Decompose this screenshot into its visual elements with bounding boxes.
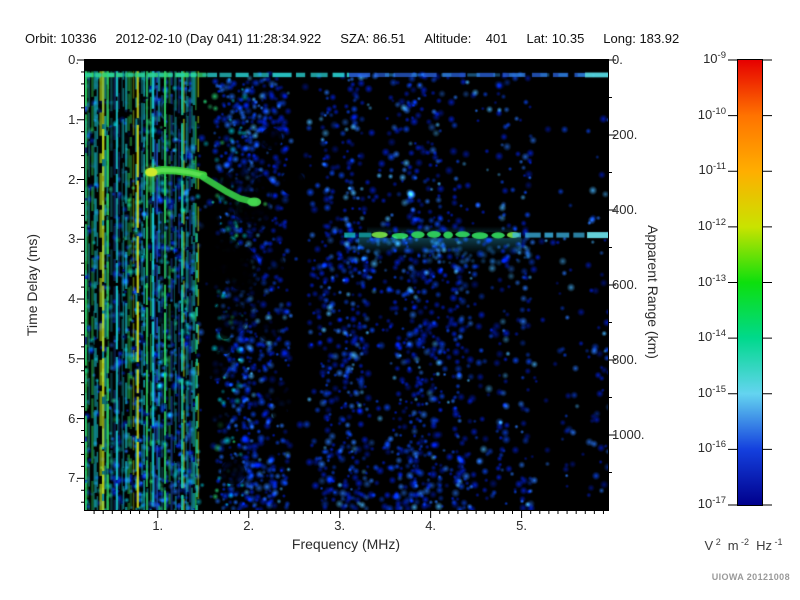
colorbar-tick-label: 10-13 bbox=[697, 272, 726, 289]
colorbar-tick-label: 10-10 bbox=[697, 105, 726, 122]
colorbar-tick-label: 10-12 bbox=[697, 216, 726, 233]
y2-axis-label: Apparent Range (km) bbox=[645, 225, 661, 359]
y2-tick-label: 200. bbox=[612, 127, 638, 142]
y2-tick-label: 1000. bbox=[612, 427, 645, 442]
colorbar-tick-label: 10-17 bbox=[697, 495, 726, 511]
x-tick-label: 1. bbox=[152, 518, 164, 533]
credit-text: UIOWA 20121008 bbox=[711, 572, 790, 582]
y2-tick-label: 400. bbox=[612, 202, 638, 217]
header-datetime: 2012-02-10 (Day 041) 11:28:34.922 bbox=[115, 31, 322, 46]
y-tick-label: 2. bbox=[68, 171, 79, 187]
y-tick-label: 6. bbox=[68, 410, 79, 426]
header-info: Orbit: 10336 2012-02-10 (Day 041) 11:28:… bbox=[25, 31, 795, 46]
y-tick-label: 1. bbox=[68, 111, 79, 127]
x-tick-label: 3. bbox=[334, 518, 346, 533]
colorbar bbox=[737, 59, 763, 506]
header-sza: SZA: 86.51 bbox=[340, 31, 406, 46]
spectrogram-plot-area bbox=[84, 59, 609, 511]
colorbar-tick-label: 10-14 bbox=[697, 328, 726, 345]
y2-tick-label: 800. bbox=[612, 352, 638, 367]
x-axis-label: Frequency (MHz) bbox=[291, 536, 401, 552]
x-tick-label: 5. bbox=[516, 518, 527, 533]
y-tick-label: 4. bbox=[68, 291, 79, 307]
y-tick-label: 7. bbox=[68, 470, 79, 486]
colorbar-tick-label: 10-16 bbox=[697, 439, 726, 456]
colorbar-tick-label: 10-15 bbox=[697, 383, 726, 400]
header-altitude: Altitude: 401 bbox=[424, 31, 508, 46]
header-longitude: Long: 183.92 bbox=[603, 31, 680, 46]
y-tick-label: 3. bbox=[68, 231, 79, 247]
y2-tick-label: 0. bbox=[612, 52, 623, 67]
x-tick-label: 2. bbox=[243, 518, 255, 533]
x-tick-label: 4. bbox=[425, 518, 437, 533]
spectrogram-canvas bbox=[85, 60, 608, 510]
y2-tick-label: 600. bbox=[612, 277, 638, 292]
header-latitude: Lat: 10.35 bbox=[526, 31, 585, 46]
y-tick-label: 5. bbox=[68, 350, 79, 366]
colorbar-tick-label: 10-9 bbox=[703, 50, 726, 66]
y-tick-label: 0. bbox=[68, 52, 79, 67]
header-orbit: Orbit: 10336 bbox=[25, 31, 97, 46]
colorbar-tick-label: 10-11 bbox=[698, 161, 727, 178]
y-axis-label: Time Delay (ms) bbox=[24, 233, 40, 337]
